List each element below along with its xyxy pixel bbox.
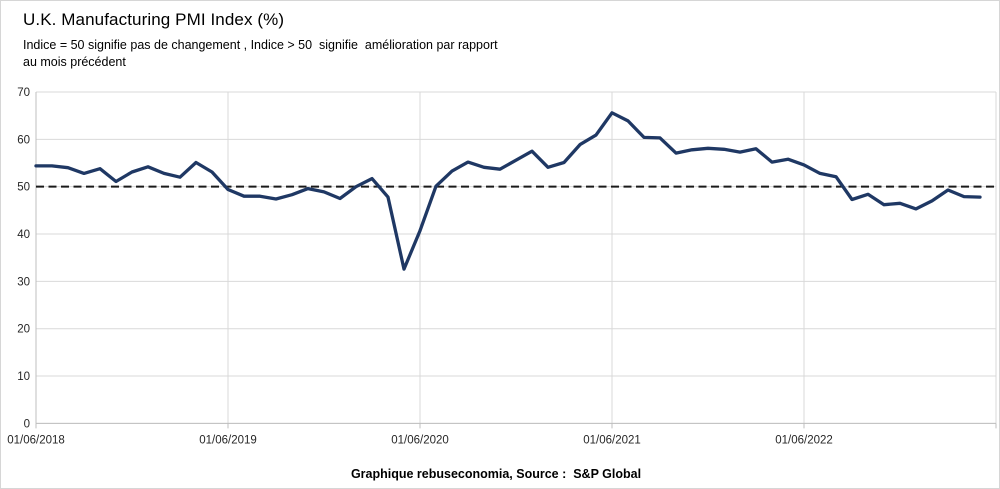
x-tick-label: 01/06/2022	[775, 434, 833, 446]
chart-subtitle: Indice = 50 signifie pas de changement ,…	[23, 37, 498, 71]
x-tick-label: 01/06/2020	[391, 434, 449, 446]
chart-subtitle-line-2: au mois précédent	[23, 55, 126, 69]
chart-title: U.K. Manufacturing PMI Index (%)	[23, 10, 285, 29]
y-tick-label: 40	[17, 229, 30, 241]
y-tick-label: 50	[17, 182, 30, 194]
y-tick-label: 70	[17, 87, 30, 99]
x-gridlines: 01/06/2018 01/06/2019 01/06/2020 01/06/2021…	[7, 92, 997, 446]
y-tick-label: 60	[17, 134, 30, 146]
x-tick-label: 01/06/2021	[583, 434, 641, 446]
y-tick-label: 20	[17, 324, 30, 336]
pmi-series-line	[34, 111, 982, 271]
y-gridlines: 0 10 20 30 40 50 60 70	[17, 87, 996, 430]
y-tick-label: 30	[17, 276, 30, 288]
x-tick-label: 01/06/2018	[7, 434, 65, 446]
y-tick-label: 0	[24, 418, 30, 430]
chart-subtitle-line-1: Indice = 50 signifie pas de changement ,…	[23, 38, 498, 52]
x-tick-label: 01/06/2019	[199, 434, 257, 446]
source-caption: Graphique rebuseconomia, Source : S&P Gl…	[350, 467, 642, 481]
y-tick-label: 10	[17, 371, 30, 383]
